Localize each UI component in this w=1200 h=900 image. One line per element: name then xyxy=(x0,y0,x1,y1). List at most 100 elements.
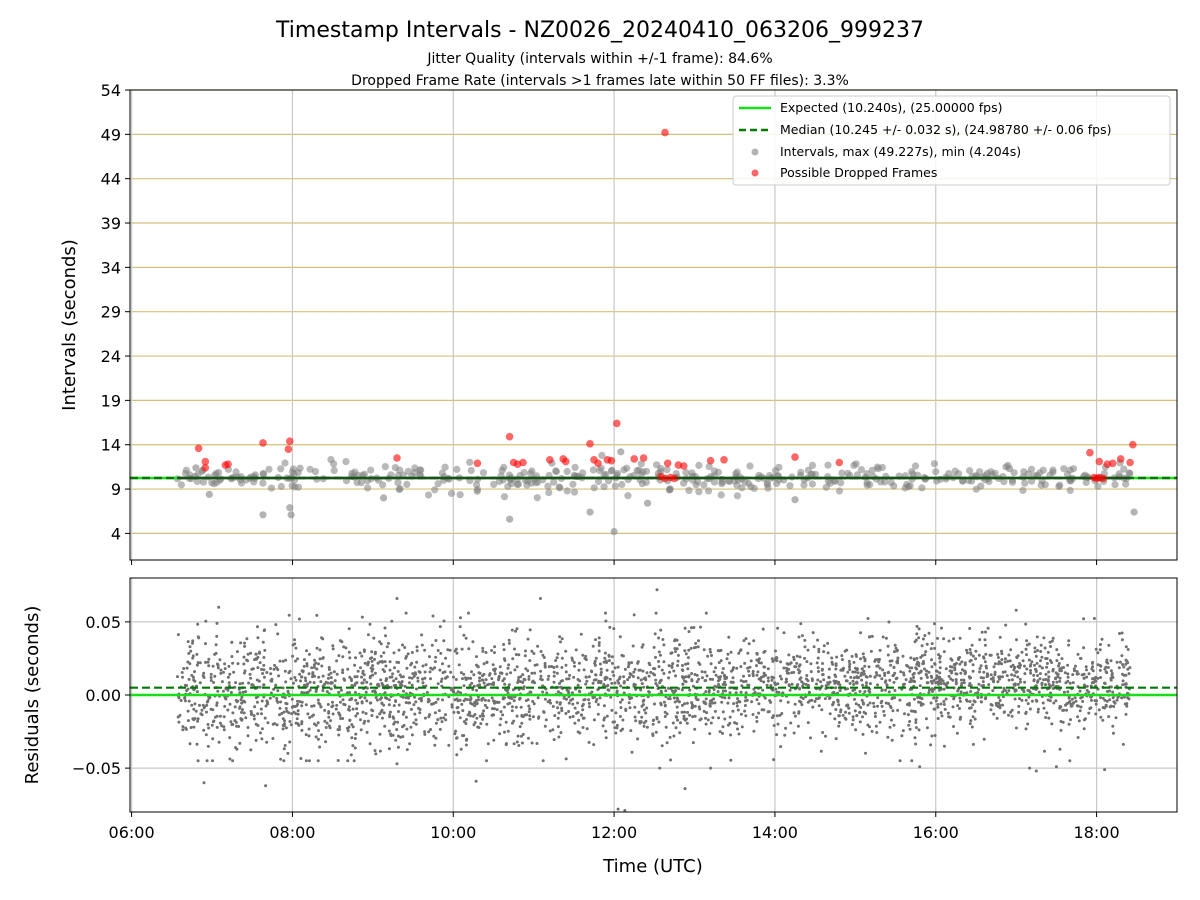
residual-point xyxy=(427,715,431,719)
residual-point xyxy=(1005,674,1009,678)
residual-point xyxy=(962,678,966,682)
residual-point xyxy=(490,677,494,681)
residuals-xtick-label: 18:00 xyxy=(1074,823,1120,842)
residual-point xyxy=(331,647,335,651)
residual-point xyxy=(908,669,912,673)
residual-point xyxy=(682,675,686,679)
residual-point xyxy=(735,704,739,708)
residual-point xyxy=(647,674,651,678)
residual-point xyxy=(792,711,796,715)
residual-point xyxy=(279,757,283,761)
residual-point xyxy=(654,655,657,659)
residual-point xyxy=(588,705,591,709)
residual-point xyxy=(708,699,712,703)
residual-point xyxy=(429,666,433,670)
residual-point xyxy=(685,701,689,705)
residual-point xyxy=(776,626,780,630)
residual-point xyxy=(1044,672,1048,676)
residual-point xyxy=(307,759,311,763)
residual-point xyxy=(1034,668,1038,672)
residual-point xyxy=(873,711,877,715)
residual-point xyxy=(1076,736,1080,739)
interval-point xyxy=(852,460,860,468)
residual-point xyxy=(729,650,733,654)
residual-point xyxy=(732,666,735,670)
residual-point xyxy=(223,704,227,708)
residual-point xyxy=(177,696,181,700)
residual-point xyxy=(454,678,458,681)
interval-point xyxy=(977,482,985,490)
residual-point xyxy=(351,744,355,748)
residual-point xyxy=(392,679,396,683)
residual-point xyxy=(353,737,357,740)
residual-point xyxy=(366,633,370,637)
residual-point xyxy=(1087,672,1091,676)
residual-point xyxy=(833,673,837,677)
residual-point xyxy=(407,681,411,685)
residual-point xyxy=(296,699,299,703)
residual-point xyxy=(517,653,521,657)
residual-point xyxy=(373,749,377,753)
residual-point xyxy=(329,676,333,680)
residual-point xyxy=(1066,663,1070,667)
residual-point xyxy=(515,627,519,631)
residual-point xyxy=(312,681,316,685)
residual-point xyxy=(273,663,277,667)
residual-point xyxy=(452,675,455,679)
residual-point xyxy=(805,677,808,681)
residual-point xyxy=(1128,666,1132,670)
interval-point xyxy=(589,466,598,474)
residual-point xyxy=(274,683,278,687)
interval-point xyxy=(441,463,449,471)
residual-point xyxy=(800,634,804,638)
residual-point xyxy=(204,642,207,646)
residual-point xyxy=(704,690,708,694)
interval-point xyxy=(544,482,552,490)
residual-point xyxy=(222,715,226,719)
residual-point xyxy=(740,684,744,688)
residual-point xyxy=(757,702,761,706)
residual-point xyxy=(536,644,540,648)
residual-point xyxy=(616,665,620,669)
interval-point xyxy=(259,479,267,487)
residual-point xyxy=(186,687,190,691)
residual-point xyxy=(394,683,398,687)
interval-point xyxy=(1066,486,1074,495)
residual-point xyxy=(364,690,368,694)
residual-point xyxy=(787,671,790,675)
residual-point xyxy=(712,670,716,674)
residual-point xyxy=(663,704,667,708)
residual-point xyxy=(236,662,240,666)
residual-point xyxy=(667,697,670,701)
residual-point xyxy=(696,698,700,702)
residual-point xyxy=(1077,719,1081,723)
interval-point xyxy=(456,491,464,499)
residual-point xyxy=(843,674,847,678)
residual-point xyxy=(642,721,646,725)
residual-point xyxy=(1058,667,1062,671)
residual-point xyxy=(528,717,532,721)
residual-point xyxy=(670,665,674,669)
residual-point xyxy=(1054,699,1058,703)
residual-point xyxy=(204,733,208,737)
residual-point xyxy=(420,699,423,703)
residual-point xyxy=(832,679,836,683)
residual-point xyxy=(971,715,975,719)
residual-point xyxy=(1036,710,1040,714)
residual-point xyxy=(1021,659,1025,663)
residual-point xyxy=(276,632,280,636)
residual-point xyxy=(874,724,878,728)
interval-point xyxy=(930,460,939,468)
residual-point xyxy=(262,656,266,659)
residual-point xyxy=(191,641,194,645)
residual-point xyxy=(667,664,671,668)
residual-point xyxy=(859,706,863,709)
residual-point xyxy=(716,690,720,694)
residual-point xyxy=(873,675,877,679)
residual-point xyxy=(373,657,376,661)
residual-point xyxy=(642,685,646,689)
residual-point xyxy=(385,684,389,687)
residual-point xyxy=(728,715,732,719)
interval-point xyxy=(868,466,876,474)
residual-point xyxy=(366,663,370,667)
